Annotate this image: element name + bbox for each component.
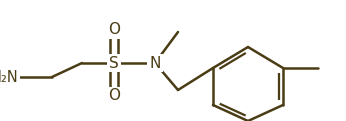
Text: H₂N: H₂N [0, 69, 18, 84]
Text: N: N [149, 56, 161, 71]
Text: S: S [109, 56, 119, 71]
Text: O: O [108, 88, 120, 103]
Text: O: O [108, 23, 120, 38]
